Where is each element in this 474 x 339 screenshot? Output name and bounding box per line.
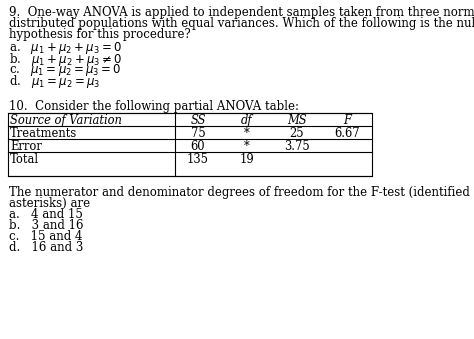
Text: Treatments: Treatments [10,127,77,140]
Text: 10.  Consider the following partial ANOVA table:: 10. Consider the following partial ANOVA… [9,100,299,113]
Text: F: F [343,114,351,127]
Text: a.   4 and 15: a. 4 and 15 [9,208,82,221]
Text: hypothesis for this procedure?: hypothesis for this procedure? [9,28,190,41]
Text: Total: Total [10,153,39,166]
Text: d.   $\mu_1 = \mu_2 = \mu_3$: d. $\mu_1 = \mu_2 = \mu_3$ [9,73,100,90]
Text: 9.  One-way ANOVA is applied to independent samples taken from three normally: 9. One-way ANOVA is applied to independe… [9,6,474,19]
Text: a.   $\mu_1 + \mu_2 + \mu_3 = 0$: a. $\mu_1 + \mu_2 + \mu_3 = 0$ [9,40,121,56]
Text: Source of Variation: Source of Variation [10,114,122,127]
Text: Error: Error [10,140,42,153]
Text: The numerator and denominator degrees of freedom for the F-test (identified by: The numerator and denominator degrees of… [9,186,474,199]
Text: 135: 135 [187,153,209,166]
Text: 25: 25 [290,127,304,140]
Text: 19: 19 [240,153,255,166]
Text: c.   15 and 4: c. 15 and 4 [9,230,82,243]
Text: 3.75: 3.75 [284,140,310,153]
Text: 75: 75 [191,127,205,140]
Text: *: * [244,140,250,153]
Text: distributed populations with equal variances. Which of the following is the null: distributed populations with equal varia… [9,17,474,30]
Bar [8,113,372,176]
Text: df: df [241,114,253,127]
Text: c.   $\mu_1 = \mu_2 = \mu_3 = 0$: c. $\mu_1 = \mu_2 = \mu_3 = 0$ [9,62,121,78]
Text: asterisks) are: asterisks) are [9,197,90,210]
Text: MS: MS [287,114,307,127]
Text: 6.67: 6.67 [334,127,360,140]
Text: d.   16 and 3: d. 16 and 3 [9,241,83,254]
Text: SS: SS [190,114,206,127]
Text: b.   $\mu_1 + \mu_2 + \mu_3 \neq 0$: b. $\mu_1 + \mu_2 + \mu_3 \neq 0$ [9,51,122,68]
Text: b.   3 and 16: b. 3 and 16 [9,219,83,232]
Text: *: * [244,127,250,140]
Text: 60: 60 [191,140,205,153]
